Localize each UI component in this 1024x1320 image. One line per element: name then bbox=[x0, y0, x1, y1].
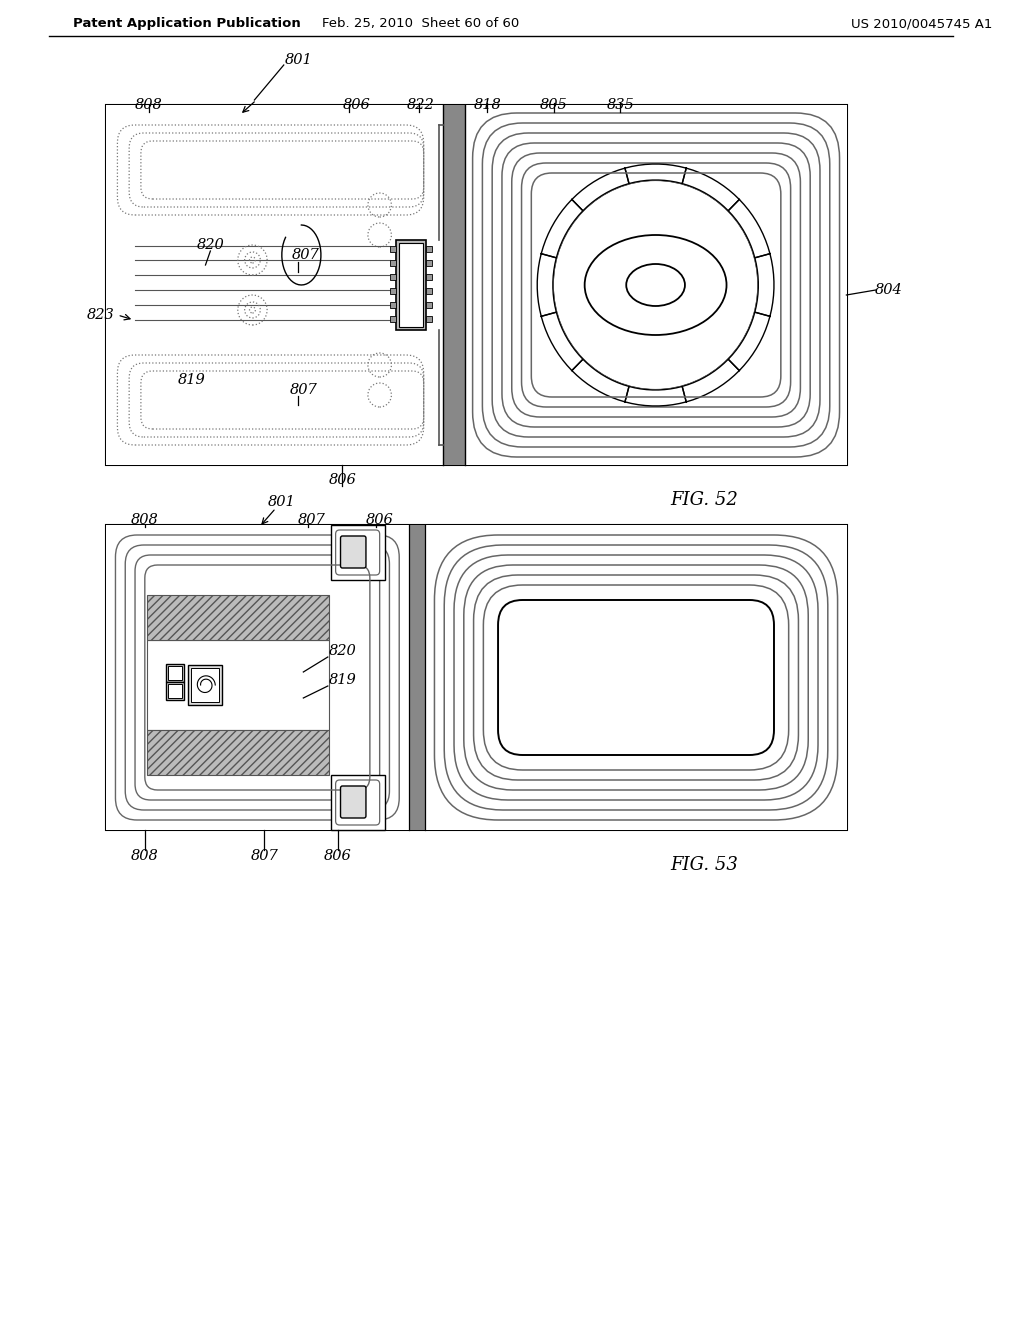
Polygon shape bbox=[728, 312, 770, 371]
Bar bbox=[426, 315, 431, 322]
Polygon shape bbox=[625, 387, 686, 407]
Polygon shape bbox=[571, 168, 629, 211]
Polygon shape bbox=[728, 199, 770, 257]
Text: 807: 807 bbox=[290, 383, 317, 397]
Text: 801: 801 bbox=[285, 53, 312, 67]
Text: 822: 822 bbox=[407, 98, 434, 112]
Text: 807: 807 bbox=[292, 248, 319, 261]
Text: 808: 808 bbox=[131, 513, 159, 527]
Bar bbox=[146, 595, 329, 640]
FancyBboxPatch shape bbox=[498, 601, 774, 755]
Text: 805: 805 bbox=[540, 98, 567, 112]
Text: 804: 804 bbox=[874, 282, 902, 297]
FancyBboxPatch shape bbox=[341, 785, 366, 818]
Bar bbox=[331, 775, 385, 830]
Bar bbox=[425, 525, 848, 830]
Bar bbox=[187, 665, 222, 705]
Bar bbox=[396, 240, 426, 330]
Text: 801: 801 bbox=[268, 495, 296, 510]
Polygon shape bbox=[755, 253, 774, 317]
Bar bbox=[166, 682, 184, 700]
Text: 818: 818 bbox=[473, 98, 501, 112]
Polygon shape bbox=[682, 168, 739, 211]
Bar bbox=[105, 106, 443, 465]
Text: FIG. 53: FIG. 53 bbox=[671, 855, 738, 874]
Bar bbox=[443, 106, 465, 465]
Polygon shape bbox=[682, 359, 739, 401]
Bar bbox=[105, 525, 409, 830]
Bar bbox=[146, 640, 329, 730]
Bar bbox=[399, 243, 423, 327]
Text: 808: 808 bbox=[131, 849, 159, 863]
Text: 806: 806 bbox=[324, 849, 351, 863]
Bar bbox=[426, 246, 431, 252]
Text: 807: 807 bbox=[250, 849, 279, 863]
Text: 820: 820 bbox=[197, 238, 224, 252]
Bar bbox=[409, 525, 425, 830]
Polygon shape bbox=[625, 164, 686, 183]
Ellipse shape bbox=[585, 235, 727, 335]
Bar bbox=[426, 260, 431, 267]
Bar bbox=[390, 302, 396, 308]
Bar bbox=[426, 288, 431, 294]
Text: 835: 835 bbox=[606, 98, 634, 112]
Bar bbox=[390, 246, 396, 252]
Circle shape bbox=[553, 180, 759, 389]
Text: Feb. 25, 2010  Sheet 60 of 60: Feb. 25, 2010 Sheet 60 of 60 bbox=[323, 17, 519, 30]
Bar bbox=[190, 668, 219, 702]
Polygon shape bbox=[542, 199, 583, 257]
Bar bbox=[465, 106, 848, 465]
Polygon shape bbox=[542, 312, 583, 371]
Text: 823: 823 bbox=[87, 308, 115, 322]
Bar bbox=[146, 730, 329, 775]
Bar bbox=[390, 288, 396, 294]
Text: 806: 806 bbox=[329, 473, 356, 487]
Bar bbox=[331, 525, 385, 579]
Text: 820: 820 bbox=[329, 644, 356, 657]
Bar bbox=[390, 315, 396, 322]
Text: 807: 807 bbox=[297, 513, 325, 527]
Bar bbox=[166, 664, 184, 682]
Polygon shape bbox=[571, 359, 629, 401]
Text: US 2010/0045745 A1: US 2010/0045745 A1 bbox=[851, 17, 992, 30]
Text: 806: 806 bbox=[366, 513, 393, 527]
Bar bbox=[426, 275, 431, 280]
Bar bbox=[390, 260, 396, 267]
Bar bbox=[390, 275, 396, 280]
Bar bbox=[105, 106, 848, 465]
Text: 819: 819 bbox=[329, 673, 356, 686]
FancyBboxPatch shape bbox=[341, 536, 366, 568]
Bar bbox=[105, 525, 848, 830]
Ellipse shape bbox=[627, 264, 685, 306]
Text: 806: 806 bbox=[343, 98, 371, 112]
Bar bbox=[168, 684, 182, 698]
Text: FIG. 52: FIG. 52 bbox=[671, 491, 738, 510]
Text: Patent Application Publication: Patent Application Publication bbox=[74, 17, 301, 30]
Polygon shape bbox=[538, 253, 556, 317]
Text: 808: 808 bbox=[135, 98, 163, 112]
Bar bbox=[426, 302, 431, 308]
Text: 819: 819 bbox=[178, 374, 206, 387]
Bar bbox=[168, 667, 182, 680]
